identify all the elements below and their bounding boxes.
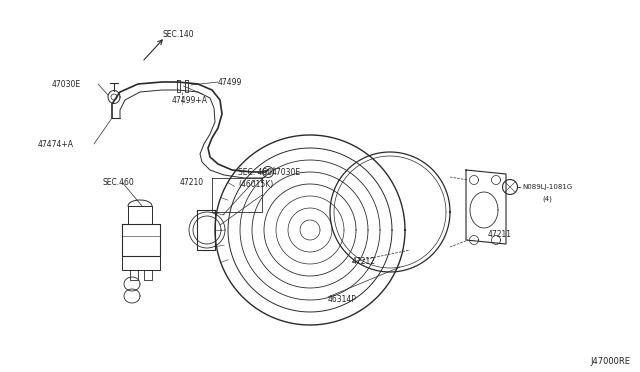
- Text: 47499: 47499: [218, 77, 243, 87]
- Text: J47000RE: J47000RE: [590, 357, 630, 366]
- Text: 47474+A: 47474+A: [38, 140, 74, 148]
- Text: 47030E: 47030E: [272, 167, 301, 176]
- Text: SEC.140: SEC.140: [162, 29, 194, 38]
- Text: SEC.460: SEC.460: [102, 177, 134, 186]
- Text: 47211: 47211: [488, 230, 512, 238]
- Text: 47499+A: 47499+A: [172, 96, 208, 105]
- Text: 47212: 47212: [352, 257, 376, 266]
- Text: N089LJ-1081G: N089LJ-1081G: [522, 184, 572, 190]
- Text: (4): (4): [542, 196, 552, 202]
- Text: 47210: 47210: [180, 177, 204, 186]
- Text: (46015K): (46015K): [238, 180, 273, 189]
- Text: SEC. 460: SEC. 460: [238, 167, 272, 176]
- Text: 47030E: 47030E: [52, 80, 81, 89]
- Text: 46314P: 46314P: [328, 295, 357, 305]
